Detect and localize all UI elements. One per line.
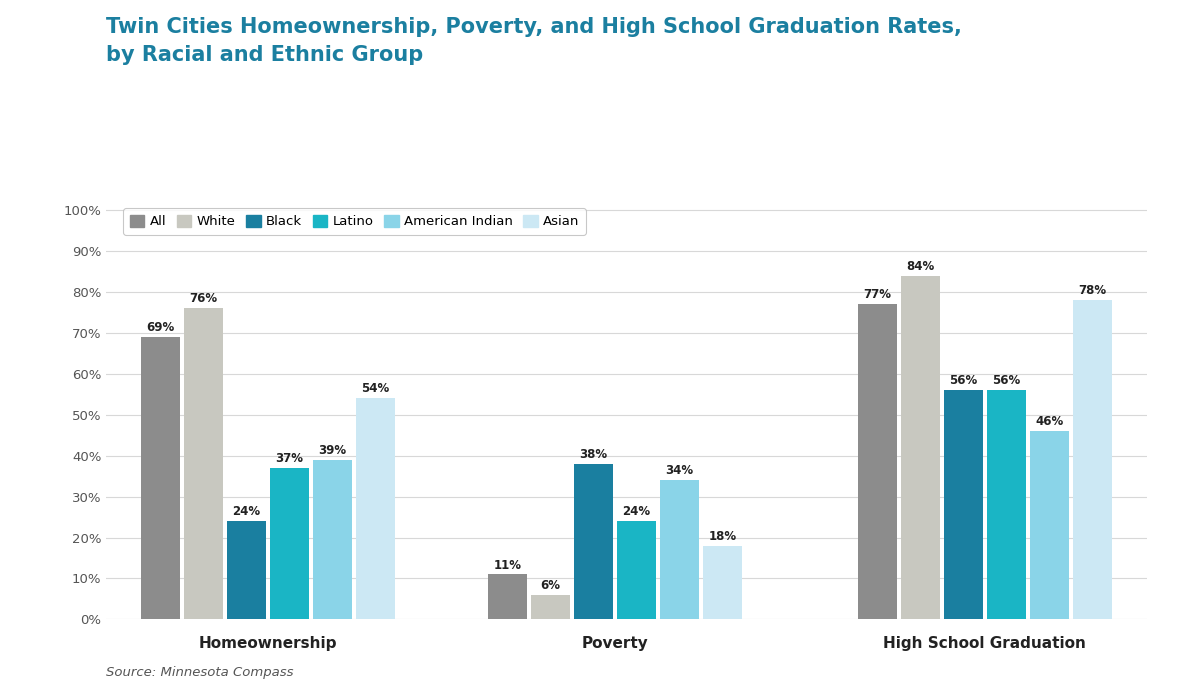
Text: 76%: 76% [189, 292, 217, 306]
Text: 56%: 56% [992, 374, 1020, 387]
Bar [488, 574, 527, 619]
Bar [184, 308, 223, 619]
Text: 56%: 56% [949, 374, 978, 387]
Text: 69%: 69% [147, 321, 175, 334]
Text: Twin Cities Homeownership, Poverty, and High School Graduation Rates,: Twin Cities Homeownership, Poverty, and … [106, 17, 962, 38]
Bar [356, 398, 395, 619]
Text: 77%: 77% [863, 288, 891, 301]
Bar [531, 595, 570, 619]
Text: 11%: 11% [493, 558, 521, 571]
Text: 46%: 46% [1035, 416, 1064, 428]
Text: 24%: 24% [233, 505, 261, 519]
Bar [617, 521, 656, 619]
Bar [269, 468, 310, 619]
Bar [901, 276, 940, 619]
Bar [1072, 300, 1112, 619]
Bar [943, 390, 983, 619]
Bar [858, 304, 897, 619]
Text: 78%: 78% [1078, 284, 1106, 297]
Text: 54%: 54% [362, 383, 390, 395]
Bar [703, 546, 742, 619]
Bar [573, 464, 613, 619]
Bar [660, 480, 699, 619]
Bar [227, 521, 266, 619]
Text: 37%: 37% [275, 452, 304, 465]
Bar [987, 390, 1026, 619]
Text: 38%: 38% [579, 448, 608, 461]
Text: 84%: 84% [907, 260, 935, 273]
Text: 6%: 6% [540, 579, 560, 592]
Bar [313, 460, 352, 619]
Text: by Racial and Ethnic Group: by Racial and Ethnic Group [106, 45, 423, 65]
Text: 24%: 24% [623, 505, 650, 519]
Legend: All, White, Black, Latino, American Indian, Asian: All, White, Black, Latino, American Indi… [123, 208, 586, 235]
Text: 39%: 39% [319, 444, 346, 457]
Text: 34%: 34% [665, 464, 694, 477]
Text: 18%: 18% [708, 530, 736, 543]
Bar [1030, 431, 1069, 619]
Text: Source: Minnesota Compass: Source: Minnesota Compass [106, 665, 294, 679]
Bar [141, 337, 181, 619]
